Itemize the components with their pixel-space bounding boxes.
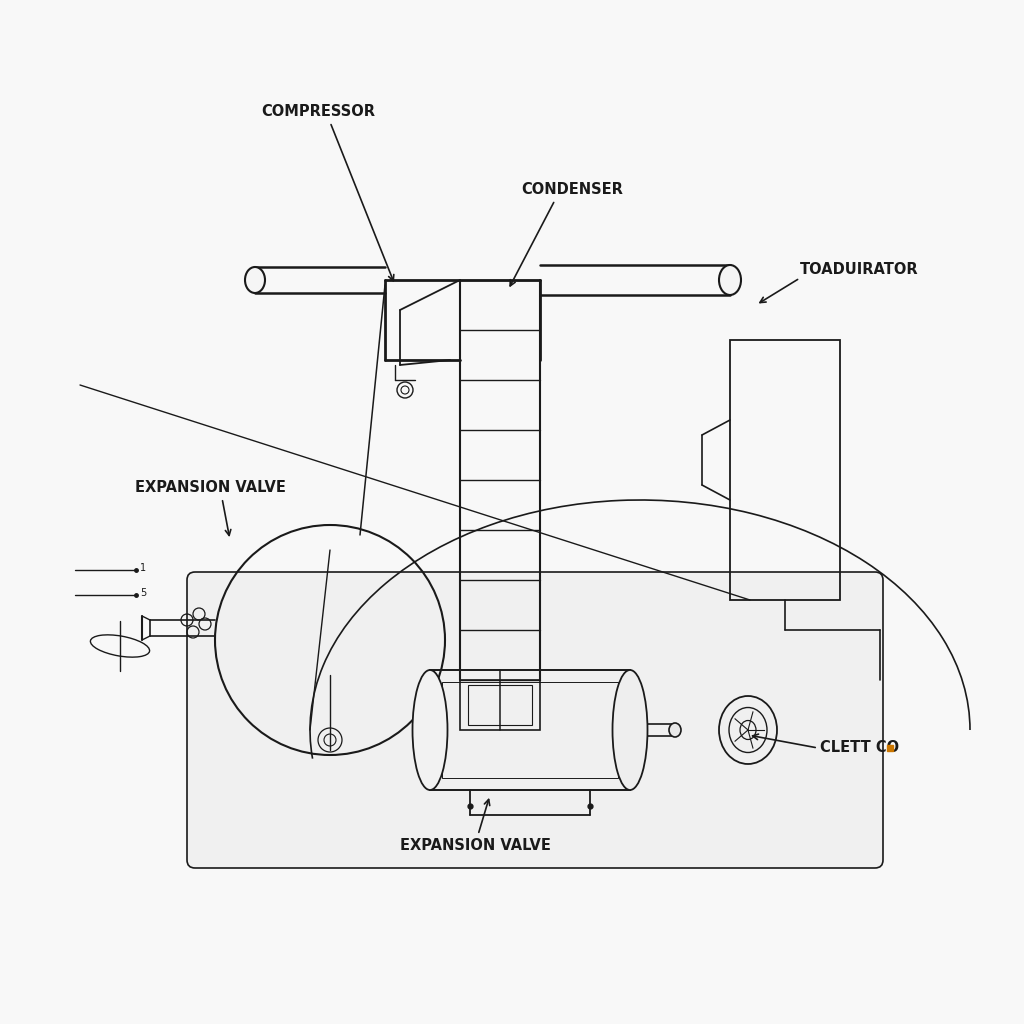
Ellipse shape [413,670,447,790]
Bar [442,682,618,778]
Ellipse shape [719,265,741,295]
Text: 5: 5 [140,588,146,598]
Text: TOADUIRATOR: TOADUIRATOR [800,262,919,278]
Text: 1: 1 [140,563,146,573]
Bar [468,685,532,725]
Text: EXPANSION VALVE: EXPANSION VALVE [134,480,286,496]
Text: EXPANSION VALVE: EXPANSION VALVE [399,838,551,853]
Bar [460,680,540,730]
Ellipse shape [245,267,265,293]
Bar [430,670,630,790]
Text: CONDENSER: CONDENSER [521,182,623,198]
Ellipse shape [612,670,647,790]
Ellipse shape [669,723,681,737]
Text: COMPRESSOR: COMPRESSOR [261,104,375,120]
Text: CLETT CO: CLETT CO [820,740,899,756]
Bar [730,340,840,600]
FancyBboxPatch shape [187,572,883,868]
